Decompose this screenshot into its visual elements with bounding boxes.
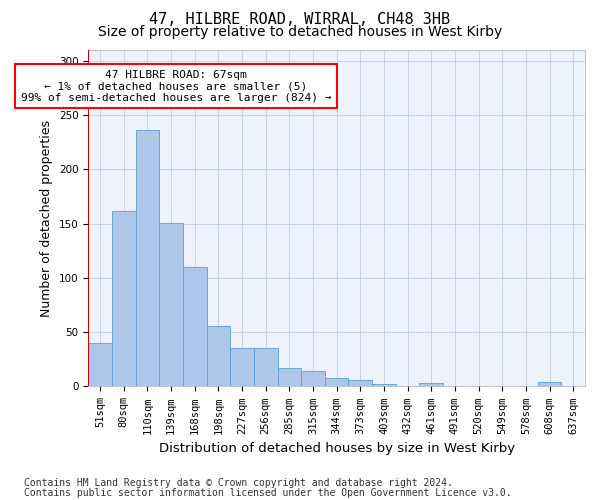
Text: 47, HILBRE ROAD, WIRRAL, CH48 3HB: 47, HILBRE ROAD, WIRRAL, CH48 3HB [149,12,451,28]
Bar [183,267,206,386]
Bar [159,222,183,386]
Bar [206,326,230,386]
Bar [419,383,443,386]
Text: Contains HM Land Registry data © Crown copyright and database right 2024.: Contains HM Land Registry data © Crown c… [24,478,453,488]
Bar [325,378,349,386]
Y-axis label: Number of detached properties: Number of detached properties [40,120,53,316]
X-axis label: Distribution of detached houses by size in West Kirby: Distribution of detached houses by size … [158,442,515,455]
Bar [88,343,112,386]
Bar [301,372,325,386]
Text: Size of property relative to detached houses in West Kirby: Size of property relative to detached ho… [98,25,502,39]
Bar [349,380,372,386]
Text: Contains public sector information licensed under the Open Government Licence v3: Contains public sector information licen… [24,488,512,498]
Bar [254,348,278,387]
Bar [112,210,136,386]
Bar [136,130,159,386]
Bar [278,368,301,386]
Bar [372,384,396,386]
Bar [538,382,562,386]
Bar [230,348,254,387]
Text: 47 HILBRE ROAD: 67sqm
← 1% of detached houses are smaller (5)
99% of semi-detach: 47 HILBRE ROAD: 67sqm ← 1% of detached h… [20,70,331,102]
